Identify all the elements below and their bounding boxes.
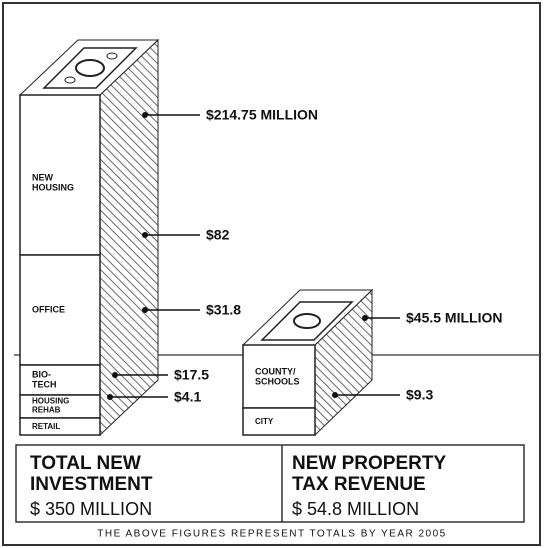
stack-segment	[19, 417, 101, 436]
segment-label: TECH	[32, 379, 57, 389]
amount-label: $4.1	[174, 389, 201, 405]
segment-label: SCHOOLS	[255, 376, 300, 386]
dollar-bill	[42, 47, 138, 89]
bill-seal	[293, 313, 321, 329]
bill-seal	[75, 59, 105, 77]
segment-label: HOUSING	[32, 397, 69, 406]
segment-label: RETAIL	[32, 422, 60, 431]
amount-label: $17.5	[174, 367, 209, 383]
totals-title: TAX REVENUE	[292, 474, 426, 495]
footnote: THE ABOVE FIGURES REPRESENT TOTALS BY YE…	[97, 529, 447, 540]
right-stack	[241, 288, 374, 437]
totals-title: TOTAL NEW	[30, 453, 141, 474]
amount-label: $9.3	[406, 387, 433, 403]
totals-amount: $ 350 MILLION	[30, 499, 152, 519]
segment-label: REHAB	[32, 406, 61, 415]
segment-label: CITY	[255, 417, 274, 426]
bill-dot	[106, 52, 118, 60]
segment-label: HOUSING	[32, 182, 74, 192]
totals-title: INVESTMENT	[30, 474, 153, 495]
amount-label: $214.75 MILLION	[206, 107, 318, 123]
stack-segment	[19, 364, 101, 396]
segment-label: NEW	[32, 172, 54, 182]
stack-segment	[242, 407, 316, 436]
amount-label: $82	[206, 227, 230, 243]
amount-label: $31.8	[206, 302, 241, 318]
totals-amount: $ 54.8 MILLION	[292, 499, 419, 519]
amount-label: $45.5 MILLION	[406, 310, 502, 326]
totals-box	[15, 444, 525, 523]
bill-dot	[64, 76, 76, 84]
stack-segment	[19, 254, 101, 366]
stack-segment	[19, 94, 101, 256]
segment-label: COUNTY/	[255, 366, 296, 376]
segment-label: OFFICE	[32, 304, 65, 314]
dollar-bill	[260, 301, 354, 341]
totals-title: NEW PROPERTY	[292, 453, 446, 474]
segment-label: BIO-	[32, 369, 51, 379]
left-stack	[18, 38, 160, 437]
